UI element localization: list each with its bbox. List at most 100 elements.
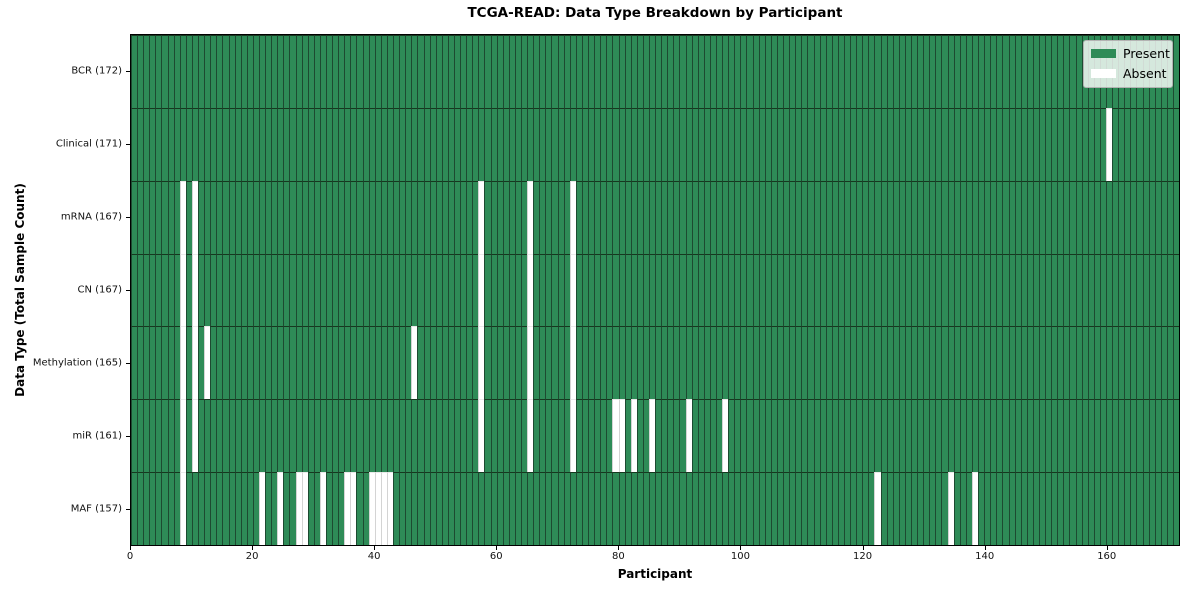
heatmap-cell-present — [642, 472, 649, 546]
heatmap-cell-present — [1038, 253, 1046, 327]
heatmap-cell-present — [600, 472, 607, 546]
heatmap-cell-present — [417, 253, 424, 327]
heatmap-cell-present — [886, 35, 893, 108]
heatmap-cell-present — [258, 35, 266, 108]
heatmap-cell-present — [484, 107, 491, 181]
heatmap-cell-present — [789, 399, 796, 473]
heatmap-cell-present — [521, 399, 528, 473]
heatmap-cell-present — [429, 326, 436, 400]
heatmap-cell-present — [831, 35, 838, 108]
heatmap-cell-present — [216, 399, 223, 473]
heatmap-cell-present — [630, 472, 637, 546]
heatmap-cell-present — [868, 326, 875, 400]
heatmap-cell-present — [746, 472, 753, 546]
heatmap-cell-present — [1057, 472, 1064, 546]
heatmap-cell-present — [338, 326, 345, 400]
heatmap-cell-present — [405, 35, 412, 108]
heatmap-cell-present — [947, 107, 954, 181]
heatmap-cell-present — [965, 35, 972, 108]
heatmap-cell-present — [399, 253, 406, 327]
heatmap-cell-present — [149, 180, 156, 254]
heatmap-cell-present — [618, 326, 625, 400]
heatmap-cell-present — [563, 399, 570, 473]
heatmap-cell-present — [252, 253, 259, 327]
heatmap-cell-present — [953, 326, 960, 400]
heatmap-cell-present — [831, 399, 838, 473]
heatmap-cell-present — [874, 399, 881, 473]
heatmap-cell-present — [648, 35, 656, 108]
heatmap-cell-present — [667, 180, 674, 254]
heatmap-cell-present — [466, 107, 473, 181]
heatmap-cell-present — [435, 180, 442, 254]
heatmap-cell-present — [789, 180, 796, 254]
heatmap-cell-present — [460, 399, 467, 473]
heatmap-cell-present — [472, 399, 479, 473]
heatmap-cell-present — [563, 472, 570, 546]
heatmap-cell-present — [185, 472, 192, 546]
heatmap-cell-present — [1130, 180, 1137, 254]
heatmap-cell-present — [380, 180, 387, 254]
heatmap-cell-present — [508, 180, 515, 254]
heatmap-cell-present — [453, 180, 461, 254]
heatmap-cell-present — [338, 472, 345, 546]
heatmap-cell-present — [831, 180, 838, 254]
heatmap-cell-present — [1087, 253, 1094, 327]
heatmap-cell-absent — [179, 399, 186, 473]
heatmap-cell-present — [911, 107, 918, 181]
heatmap-cell-present — [380, 326, 387, 400]
heatmap-cell-present — [557, 399, 564, 473]
heatmap-cell-present — [776, 107, 784, 181]
heatmap-cell-present — [837, 399, 844, 473]
heatmap-cell-present — [1008, 253, 1015, 327]
heatmap-cell-present — [161, 326, 168, 400]
heatmap-cell-present — [289, 180, 296, 254]
heatmap-cell-present — [600, 253, 607, 327]
heatmap-cell-present — [472, 107, 479, 181]
heatmap-cell-present — [825, 107, 832, 181]
heatmap-cell-present — [1093, 472, 1100, 546]
heatmap-cell-present — [971, 180, 979, 254]
heatmap-cell-present — [1099, 253, 1106, 327]
heatmap-cell-present — [551, 253, 558, 327]
heatmap-cell-present — [850, 35, 857, 108]
heatmap-cell-present — [356, 253, 363, 327]
heatmap-cell-present — [1063, 35, 1070, 108]
heatmap-cell-present — [466, 326, 473, 400]
heatmap-cell-present — [716, 399, 723, 473]
heatmap-cell-present — [1142, 107, 1149, 181]
heatmap-cell-present — [258, 180, 266, 254]
heatmap-cell-present — [393, 472, 400, 546]
heatmap-cell-present — [326, 253, 333, 327]
heatmap-cell-present — [1106, 472, 1113, 546]
heatmap-cell-present — [167, 399, 174, 473]
heatmap-cell-present — [636, 253, 643, 327]
heatmap-cell-present — [338, 35, 345, 108]
heatmap-cell-present — [837, 472, 844, 546]
heatmap-cell-present — [588, 107, 595, 181]
heatmap-cell-present — [429, 253, 436, 327]
heatmap-cell-absent — [179, 253, 186, 327]
heatmap-cell-present — [1020, 472, 1027, 546]
heatmap-cell-present — [953, 35, 960, 108]
heatmap-cell-present — [703, 472, 710, 546]
heatmap-cell-present — [1154, 326, 1161, 400]
heatmap-cell-absent — [612, 399, 619, 473]
heatmap-cell-present — [728, 472, 735, 546]
heatmap-cell-present — [240, 253, 247, 327]
x-tick-label: 100 — [730, 551, 750, 562]
x-tick-label: 60 — [489, 551, 503, 562]
heatmap-cell-present — [594, 35, 601, 108]
heatmap-cell-present — [271, 180, 278, 254]
heatmap-cell-present — [929, 253, 936, 327]
heatmap-cell-present — [600, 180, 607, 254]
heatmap-cell-present — [149, 399, 156, 473]
heatmap-cell-present — [514, 107, 521, 181]
heatmap-cell-present — [679, 107, 686, 181]
heatmap-cell-present — [1026, 180, 1033, 254]
heatmap-cell-present — [600, 326, 607, 400]
heatmap-cell-present — [764, 326, 771, 400]
x-tick-mark — [130, 546, 131, 550]
heatmap-cell-present — [636, 180, 643, 254]
heatmap-cell-present — [527, 107, 534, 181]
heatmap-cell-present — [131, 399, 138, 473]
